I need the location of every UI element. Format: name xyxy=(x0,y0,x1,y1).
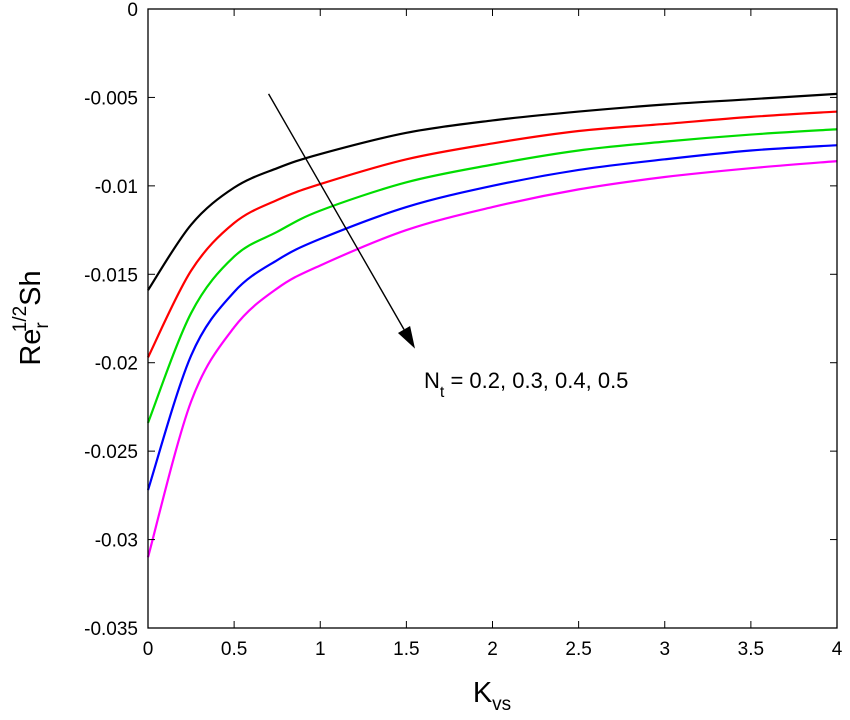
y-tick-label: 0 xyxy=(127,0,138,21)
series-line-3 xyxy=(146,128,838,424)
series-line-4 xyxy=(146,144,838,491)
annotation-values: = 0.2, 0.3, 0.4, 0.5 xyxy=(444,368,628,393)
x-tick-label: 3.5 xyxy=(738,639,764,660)
y-axis-label: Rer1/2Sh xyxy=(10,270,53,365)
annotation-main: N xyxy=(424,368,440,393)
y-axis-label-sup: 1/2 xyxy=(10,306,31,332)
y-tick-label: -0.005 xyxy=(84,88,138,109)
trend-arrow-head xyxy=(397,326,415,349)
plot-area xyxy=(148,9,837,628)
series-line-5 xyxy=(146,160,838,558)
y-tick-label: -0.025 xyxy=(84,442,138,463)
y-axis-label-sub: r xyxy=(32,322,53,329)
y-tick-label: -0.035 xyxy=(84,619,138,640)
x-tick-label: 1.5 xyxy=(393,639,419,660)
x-axis-label: Kvs xyxy=(473,677,511,715)
x-tick-label: 2.5 xyxy=(565,639,591,660)
series-line-2 xyxy=(147,110,838,358)
y-axis-label-tail: Sh xyxy=(15,270,47,305)
y-tick-label: -0.015 xyxy=(84,265,138,286)
y-tick-label: -0.03 xyxy=(95,531,138,552)
annotation-layer: Nt = 0.2, 0.3, 0.4, 0.5 xyxy=(267,93,628,401)
y-tick-label: -0.02 xyxy=(95,354,138,375)
annotation-text: Nt = 0.2, 0.3, 0.4, 0.5 xyxy=(424,368,628,401)
x-tick-label: 2 xyxy=(487,639,498,660)
x-tick-label: 3 xyxy=(659,639,670,660)
tick-layer: 0 0.5 1 1.5 2 2.5 3 3.5 4 0 -0.005 -0.01 -0.015 -0.02… xyxy=(84,0,843,660)
x-tick-label: 4 xyxy=(832,639,843,660)
x-axis-label-main: K xyxy=(473,677,493,709)
x-axis-label-sub: vs xyxy=(492,694,511,715)
y-axis-label-main: Re xyxy=(15,329,47,366)
series-layer xyxy=(146,92,838,558)
y-tick-label: -0.01 xyxy=(95,177,138,198)
x-tick-label: 1 xyxy=(315,639,326,660)
x-tick-label: 0 xyxy=(143,639,154,660)
series-line-1 xyxy=(147,92,838,291)
annotation-sub: t xyxy=(440,384,445,401)
trend-arrow-shaft xyxy=(267,93,405,330)
x-tick-label: 0.5 xyxy=(221,639,247,660)
